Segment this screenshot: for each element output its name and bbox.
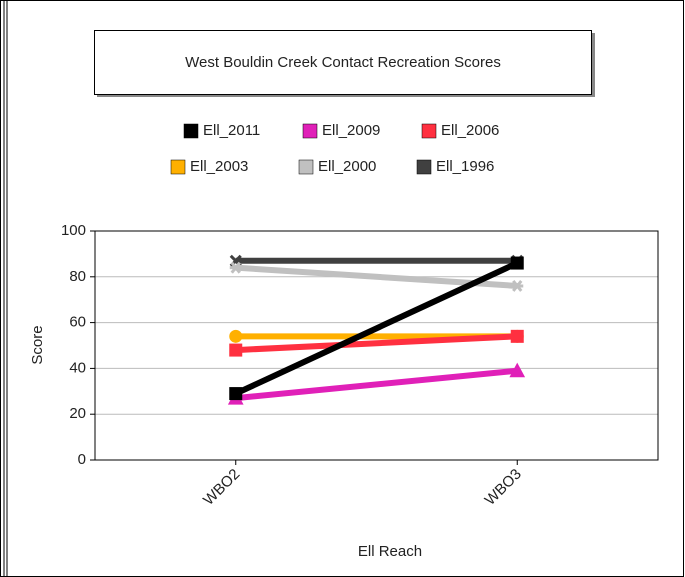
legend-swatch xyxy=(170,159,186,175)
legend-swatch xyxy=(421,123,437,139)
plot-border xyxy=(94,230,659,461)
series-line xyxy=(235,333,518,354)
series-line xyxy=(235,367,518,402)
y-axis-label: Score xyxy=(29,325,46,364)
y-tick-label: 0 xyxy=(78,451,86,468)
marker xyxy=(511,280,524,292)
legend-label: Ell_2003 xyxy=(190,158,248,175)
marker xyxy=(229,343,243,357)
legend-label: Ell_1996 xyxy=(436,158,494,175)
legend-label: Ell_2009 xyxy=(322,122,380,139)
y-tick-label: 40 xyxy=(69,359,86,376)
x-axis-label: Ell Reach xyxy=(358,543,422,560)
marker xyxy=(229,261,242,274)
y-tick-label: 60 xyxy=(69,314,86,331)
y-tick-label: 80 xyxy=(69,268,86,285)
legend-label: Ell_2000 xyxy=(318,158,376,175)
marker xyxy=(229,387,243,401)
marker xyxy=(510,329,524,343)
legend-swatch xyxy=(298,159,314,175)
legend-label: Ell_2011 xyxy=(203,122,260,139)
y-tick-label: 20 xyxy=(69,405,86,422)
chart-title: West Bouldin Creek Contact Recreation Sc… xyxy=(185,54,501,71)
marker xyxy=(229,329,243,343)
marker xyxy=(510,256,524,270)
series-line xyxy=(234,260,519,397)
legend-swatch xyxy=(416,159,432,175)
title-box xyxy=(94,30,592,95)
marker xyxy=(509,362,526,378)
legend-label: Ell_2006 xyxy=(441,122,499,139)
legend-swatch xyxy=(302,123,318,139)
y-tick-label: 100 xyxy=(61,222,86,239)
legend-swatch xyxy=(183,123,199,139)
